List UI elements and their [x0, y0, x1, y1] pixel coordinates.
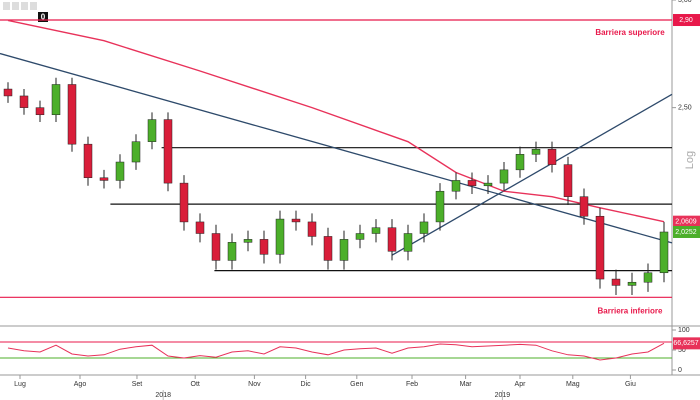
trendline [391, 93, 673, 256]
candle-body [643, 272, 653, 283]
candle-body [307, 221, 317, 237]
candle-body [355, 233, 365, 240]
candle-body [595, 215, 605, 280]
candle-body [99, 177, 109, 181]
candle-body [387, 227, 397, 252]
toolbar-box[interactable] [38, 12, 48, 22]
annotation: Barriera inferiore [598, 306, 663, 315]
candle-body [163, 119, 173, 184]
year-label: 2018 [155, 392, 171, 399]
candle-body [67, 84, 77, 145]
candle-body [467, 180, 477, 187]
x-tick-label: Nov [248, 381, 261, 388]
x-tick-label: Giu [625, 381, 636, 388]
level-label-box [673, 14, 700, 27]
tool-button[interactable] [21, 2, 28, 10]
candle-body [211, 233, 221, 261]
toolbar: 0 [3, 2, 48, 22]
ma-label: 2,0609 [675, 219, 697, 226]
x-tick-label: Mag [566, 381, 580, 388]
candle-body [259, 239, 269, 255]
tool-button[interactable] [12, 2, 19, 10]
rsi-value-label: 66,6257 [673, 340, 698, 347]
x-tick-label: Set [132, 381, 143, 388]
candle-body [179, 182, 189, 223]
x-tick-label: Mar [460, 381, 473, 388]
x-tick-label: Ott [191, 381, 200, 388]
rsi-tick-label: 100 [678, 327, 690, 334]
candle-body [147, 119, 157, 142]
moving-average [7, 19, 665, 223]
candle-body [83, 143, 93, 179]
candle-body [3, 88, 13, 97]
candle-body [515, 154, 525, 171]
ma-label-box [673, 215, 700, 228]
candle-body [275, 218, 285, 255]
candle-body [435, 190, 445, 223]
candle-body [403, 233, 413, 252]
candle-body [131, 141, 141, 163]
candle-body [659, 231, 669, 274]
x-tick-label: Ago [74, 381, 87, 388]
y-tick-label: 2,50 [678, 104, 692, 111]
toolbar-label: 0 [41, 13, 46, 22]
level-label: 2,90 [679, 17, 693, 24]
candle-body [339, 239, 349, 261]
rsi-tick-label: 50 [678, 347, 686, 354]
scale-label: Log [684, 151, 696, 169]
candle-body [563, 164, 573, 197]
candle-body [531, 148, 541, 155]
candle-body [227, 242, 237, 261]
annotation: Barriera superiore [595, 28, 665, 37]
x-tick-label: Feb [406, 381, 418, 388]
y-tick-label: 3,00 [678, 0, 692, 4]
candle-body [371, 227, 381, 234]
candle-body [35, 107, 45, 116]
x-tick-label: Lug [14, 381, 26, 388]
candle-body [243, 239, 253, 243]
last-price-label-box [673, 225, 700, 238]
x-tick-label: Apr [515, 381, 527, 388]
rsi-line [7, 342, 665, 361]
candle-body [195, 221, 205, 234]
candle-body [579, 196, 589, 217]
tool-button[interactable] [30, 2, 37, 10]
candle-body [323, 236, 333, 261]
candle-body [115, 161, 125, 181]
candle-body [19, 95, 29, 108]
last-price-label: 2,0252 [675, 229, 697, 236]
candle-body [627, 281, 637, 286]
candle-body [547, 148, 557, 165]
tool-button[interactable] [3, 2, 10, 10]
candle-body [451, 180, 461, 192]
trendline [0, 52, 673, 244]
year-label: 2019 [495, 392, 511, 399]
candle-body [419, 221, 429, 234]
candle-body [51, 84, 61, 116]
candle-body [291, 218, 301, 223]
candle-body [499, 169, 509, 184]
x-tick-label: Dic [301, 381, 312, 388]
candle-body [611, 278, 621, 286]
rsi-value-label-box [673, 337, 700, 350]
candle-body [483, 182, 493, 187]
x-tick-label: Gen [350, 381, 363, 388]
rsi-tick-label: 0 [678, 367, 682, 374]
